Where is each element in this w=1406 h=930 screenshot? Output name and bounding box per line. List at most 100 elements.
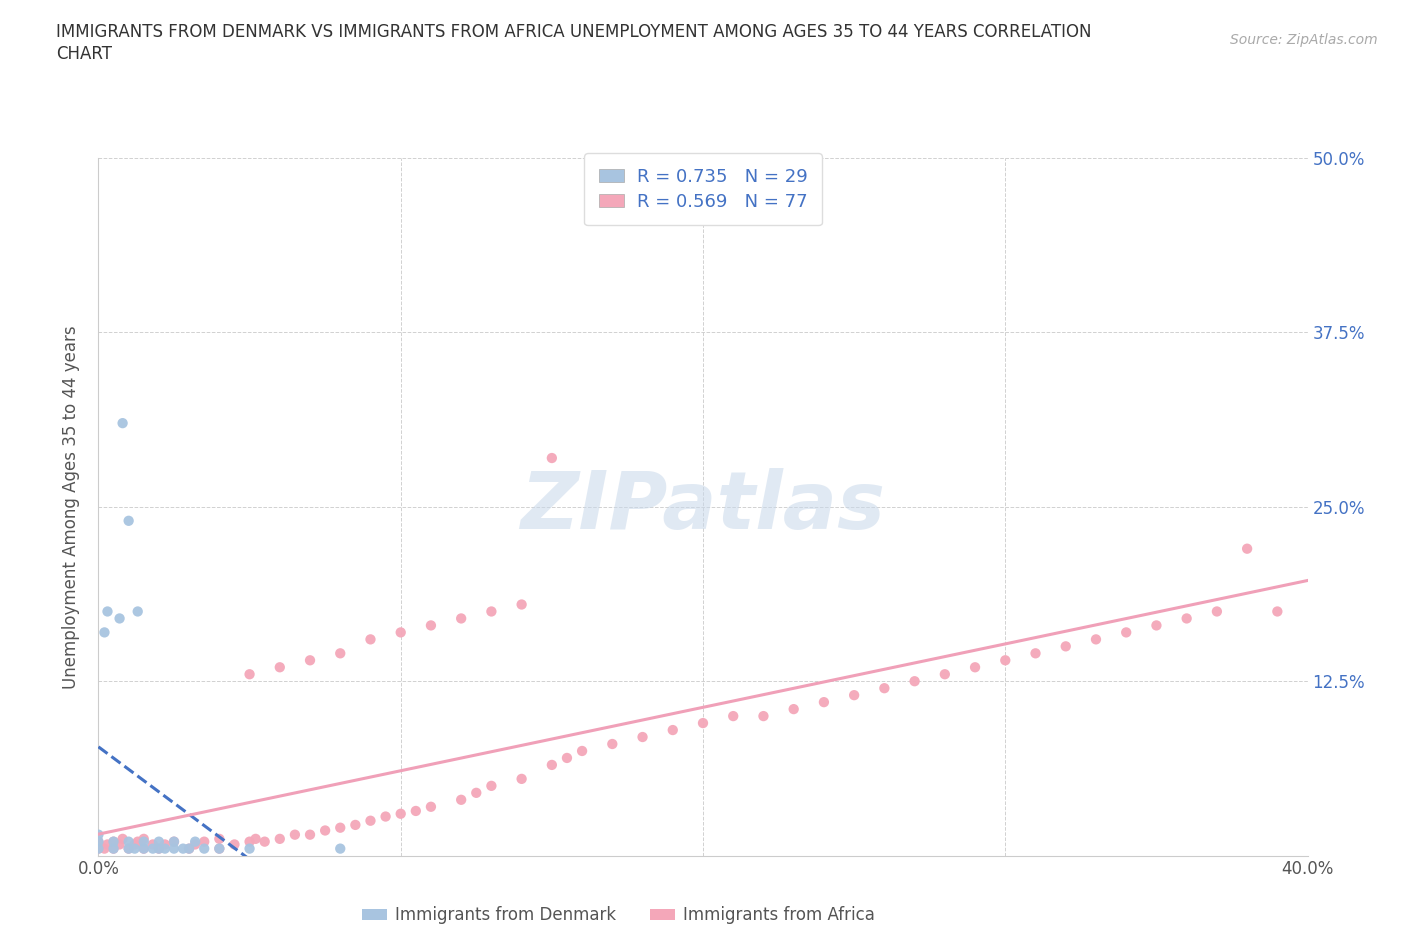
Point (662, 723, 685, 737)
Point (284, 828, 307, 843)
Point (163, 834, 186, 849)
Point (510, 772, 533, 787)
Point (329, 842, 352, 856)
Point (132, 842, 155, 856)
Point (118, 842, 141, 856)
Point (111, 831, 134, 846)
Point (193, 842, 215, 856)
Point (269, 831, 291, 846)
Point (1236, 541, 1258, 556)
Point (224, 837, 246, 852)
Point (208, 842, 231, 856)
Point (142, 842, 165, 856)
Point (389, 625, 412, 640)
Point (163, 842, 186, 856)
Point (1206, 604, 1229, 619)
Point (132, 831, 155, 846)
Point (184, 837, 207, 852)
Point (329, 820, 352, 835)
Point (96, 837, 118, 852)
Point (555, 751, 578, 765)
Text: CHART: CHART (56, 45, 112, 62)
Point (93, 842, 115, 856)
Point (540, 451, 562, 466)
Point (692, 716, 714, 731)
Point (239, 667, 262, 682)
Point (360, 632, 382, 647)
Point (389, 806, 412, 821)
Point (420, 800, 443, 815)
Point (208, 842, 231, 856)
Point (153, 842, 176, 856)
Point (153, 837, 176, 852)
Point (904, 673, 927, 688)
Point (179, 842, 201, 856)
Point (994, 653, 1017, 668)
Point (873, 681, 896, 696)
Point (96, 604, 118, 619)
Point (360, 813, 382, 829)
Text: IMMIGRANTS FROM DENMARK VS IMMIGRANTS FROM AFRICA UNEMPLOYMENT AMONG AGES 35 TO : IMMIGRANTS FROM DENMARK VS IMMIGRANTS FR… (56, 23, 1091, 41)
Point (239, 842, 262, 856)
Point (179, 842, 201, 856)
Point (1144, 618, 1167, 633)
Point (108, 611, 131, 626)
Point (108, 837, 131, 852)
Point (723, 709, 745, 724)
Legend: Immigrants from Denmark, Immigrants from Africa: Immigrants from Denmark, Immigrants from… (356, 899, 882, 930)
Point (450, 792, 472, 807)
Point (540, 757, 562, 772)
Point (269, 660, 291, 675)
Point (813, 695, 835, 710)
Point (420, 618, 443, 633)
Point (571, 744, 593, 759)
Point (148, 834, 170, 849)
Point (87, 834, 110, 849)
Point (184, 834, 207, 849)
Point (87, 828, 110, 843)
Point (450, 611, 472, 626)
Point (193, 834, 215, 849)
Point (103, 842, 125, 856)
Point (87, 834, 110, 849)
Point (239, 834, 262, 849)
Point (118, 842, 141, 856)
Point (118, 834, 141, 849)
Point (1267, 604, 1289, 619)
Point (299, 653, 322, 668)
Point (510, 597, 533, 612)
Point (253, 834, 276, 849)
Point (103, 842, 125, 856)
Point (127, 604, 149, 619)
Point (481, 778, 503, 793)
Point (344, 817, 367, 832)
Point (118, 513, 141, 528)
Point (103, 834, 125, 849)
Point (1115, 625, 1137, 640)
Text: Source: ZipAtlas.com: Source: ZipAtlas.com (1230, 33, 1378, 46)
Point (329, 646, 352, 661)
Point (1054, 639, 1077, 654)
Point (1024, 646, 1046, 661)
Point (314, 823, 336, 838)
Point (405, 804, 427, 818)
Point (374, 809, 396, 824)
Point (163, 834, 186, 849)
Point (1085, 632, 1108, 647)
Point (142, 837, 165, 852)
Point (87, 842, 110, 856)
Point (481, 604, 503, 619)
Point (111, 416, 134, 431)
Point (124, 837, 146, 852)
Text: ZIPatlas: ZIPatlas (520, 468, 886, 546)
Point (132, 842, 155, 856)
Point (87, 842, 110, 856)
Point (245, 831, 267, 846)
Point (148, 842, 170, 856)
Point (844, 688, 866, 703)
Point (1175, 611, 1198, 626)
Point (172, 842, 194, 856)
Point (631, 729, 654, 744)
Point (124, 842, 146, 856)
Point (465, 785, 488, 800)
